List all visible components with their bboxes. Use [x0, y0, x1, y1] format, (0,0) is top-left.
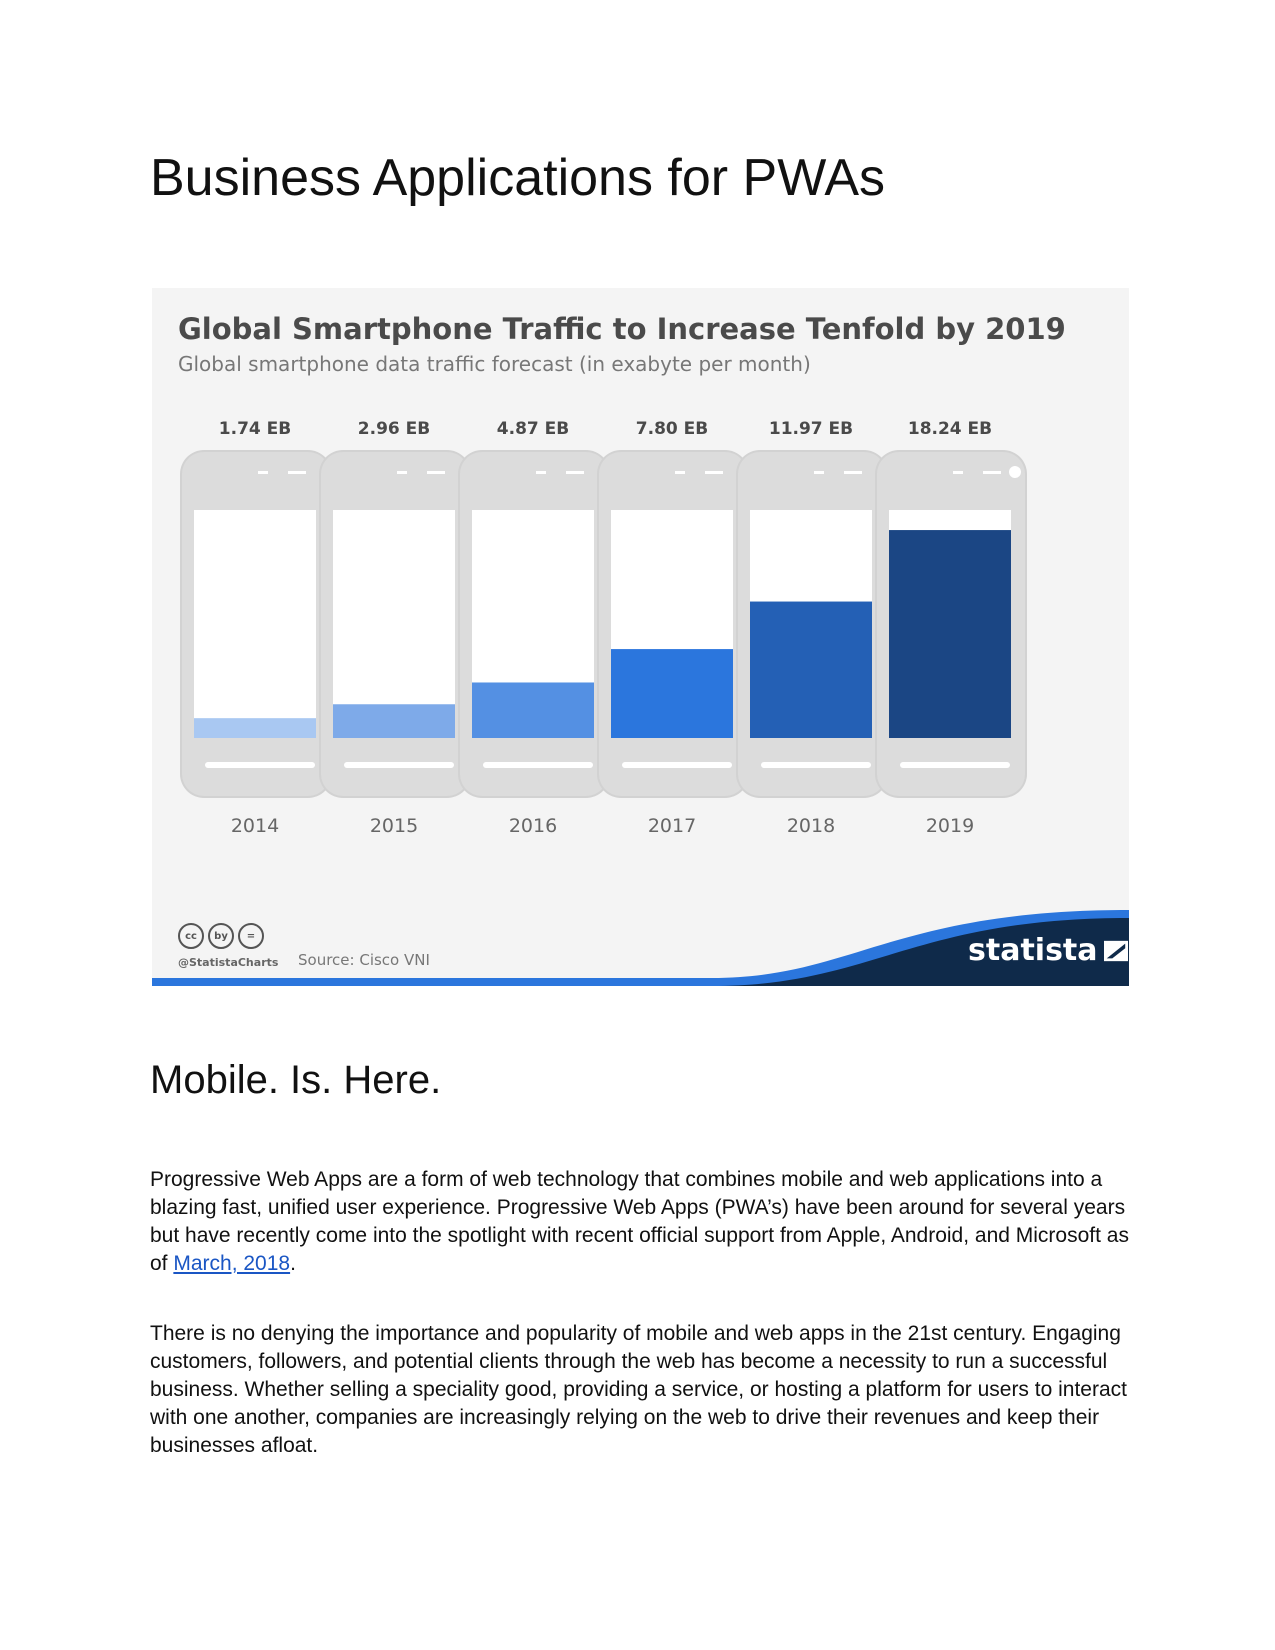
intro-text-end: .: [290, 1252, 296, 1275]
phone-camera: [1009, 466, 1021, 478]
data-label-2015: 2.96 EB: [358, 419, 430, 439]
phone-speaker: [983, 471, 1001, 474]
data-label-2016: 4.87 EB: [497, 419, 569, 439]
chart-source: Source: Cisco VNI: [298, 951, 430, 969]
data-label-2017: 7.80 EB: [636, 419, 708, 439]
bar-2016: [472, 682, 594, 738]
creative-commons-icons: cc by =: [178, 923, 264, 949]
chart-subtitle: Global smartphone data traffic forecast …: [178, 352, 811, 376]
bar-2017: [611, 649, 733, 738]
phone-home-bar: [622, 762, 732, 768]
x-tick-2018: 2018: [787, 815, 835, 837]
march-2018-link[interactable]: March, 2018: [173, 1252, 291, 1275]
statista-infographic: Global Smartphone Traffic to Increase Te…: [152, 288, 1129, 986]
page-title: Business Applications for PWAs: [150, 149, 886, 207]
phone-home-bar: [344, 762, 454, 768]
phone-speaker: [953, 471, 963, 474]
phone-home-bar: [761, 762, 871, 768]
intro-paragraph: Progressive Web Apps are a form of web t…: [150, 1166, 1130, 1278]
phone-home-bar: [205, 762, 315, 768]
phone-screen: [194, 510, 316, 738]
statista-footer-band: [152, 910, 1129, 986]
phone-speaker: [427, 471, 445, 474]
phone-speaker: [566, 471, 584, 474]
bar-2019: [889, 530, 1011, 738]
x-tick-2017: 2017: [648, 815, 696, 837]
phone-speaker: [288, 471, 306, 474]
body-paragraph: There is no denying the importance and p…: [150, 1322, 1127, 1457]
section-title: Mobile. Is. Here.: [150, 1058, 442, 1102]
x-tick-2019: 2019: [926, 815, 974, 837]
x-tick-2016: 2016: [509, 815, 557, 837]
x-tick-2014: 2014: [231, 815, 279, 837]
phone-speaker: [536, 471, 546, 474]
statista-handle: @StatistaCharts: [178, 956, 279, 969]
phone-home-bar: [483, 762, 593, 768]
cc-icon: cc: [178, 923, 204, 949]
bar-2018: [750, 601, 872, 738]
statista-wordmark: statista: [968, 933, 1098, 968]
phone-bar-chart: 1.74 EB 2014 2.96 EB 2015 4.87 EB 2016 7.80 EB…: [180, 419, 1027, 837]
x-tick-2015: 2015: [370, 815, 418, 837]
bar-2015: [333, 704, 455, 738]
phone-speaker: [844, 471, 862, 474]
data-label-2014: 1.74 EB: [219, 419, 291, 439]
phone-screen: [333, 510, 455, 738]
data-label-2019: 18.24 EB: [908, 419, 992, 439]
intro-text: Progressive Web Apps are a form of web t…: [150, 1168, 1129, 1275]
phone-speaker: [397, 471, 407, 474]
phone-speaker: [675, 471, 685, 474]
data-label-2018: 11.97 EB: [769, 419, 853, 439]
statista-logo-icon: [1103, 940, 1128, 961]
phone-speaker: [814, 471, 824, 474]
no-derivatives-icon: =: [238, 923, 264, 949]
phone-speaker: [258, 471, 268, 474]
attribution-icon: by: [208, 923, 234, 949]
phone-speaker: [705, 471, 723, 474]
bar-2014: [194, 718, 316, 738]
phone-home-bar: [900, 762, 1010, 768]
chart-title: Global Smartphone Traffic to Increase Te…: [178, 312, 1066, 346]
statista-logo: statista: [968, 933, 1128, 968]
